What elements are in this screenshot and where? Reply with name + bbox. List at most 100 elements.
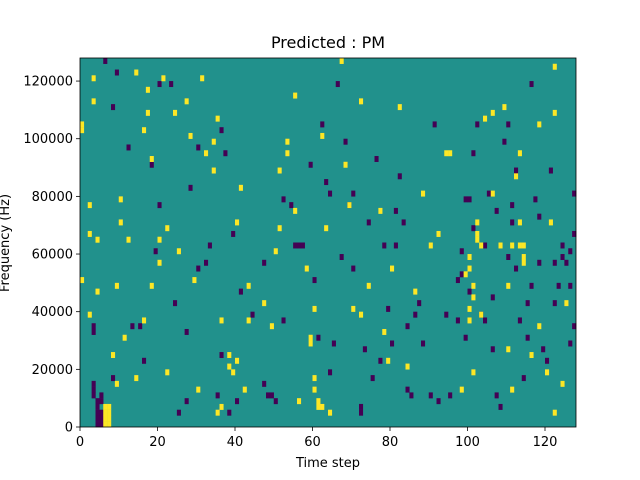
heatmap-cell-low [459,271,464,278]
heatmap-cell-high [103,409,108,416]
heatmap-cell-high [521,259,526,266]
heatmap-cell-low [331,340,336,347]
heatmap-cell-low [393,207,398,214]
heatmap-cell-low [176,409,181,416]
heatmap-cell-high [157,259,162,266]
y-axis-ticks: 0 20000 40000 60000 80000 100000 120000 [23,75,80,436]
heatmap-cell-low [405,386,410,393]
heatmap-cell-high [548,219,553,226]
heatmap-cell-high [312,386,317,393]
heatmap-cell-low [556,282,561,289]
heatmap-cell-low [506,121,511,128]
heatmap-cell-high [537,121,542,128]
heatmap-cell-high [107,415,112,422]
heatmap-cell-low [405,323,410,330]
heatmap-cell-low [111,104,116,111]
heatmap-cell-high [107,421,112,428]
y-tick-label: 80000 [32,190,73,205]
heatmap-cell-high [246,317,251,324]
heatmap-cell-high [176,248,181,255]
heatmap-cell-high [351,305,356,312]
heatmap-cell-low [95,421,100,428]
heatmap-cell-high [498,242,503,249]
heatmap-cell-high [262,300,267,307]
x-tick-label: 40 [227,435,244,450]
heatmap-cell-low [91,392,96,399]
heatmap-cell-high [114,380,119,387]
heatmap-cell-low [184,328,189,335]
heatmap-cell-high [390,265,395,272]
heatmap-cell-high [219,317,224,324]
heatmap-cell-high [91,98,96,105]
heatmap-cell-low [293,242,298,249]
heatmap-cell-low [149,161,154,168]
heatmap-cell-low [514,265,519,272]
heatmap-cell-high [517,242,522,249]
heatmap-cell-high [436,230,441,237]
heatmap-cell-high [238,184,243,191]
heatmap-cell-low [126,144,131,151]
heatmap-cell-low [552,300,557,307]
heatmap-cell-low [467,288,472,295]
heatmap-cell-low [99,392,104,399]
heatmap-cell-high [320,403,325,410]
heatmap-cell-high [235,357,240,364]
heatmap-cell-low [351,265,356,272]
heatmap-cell-low [409,392,414,399]
heatmap-cell-low [196,265,201,272]
heatmap-cell-high [467,317,472,324]
heatmap-cell-low [510,202,515,209]
heatmap-cell-high [475,230,480,237]
heatmap-cell-low [486,190,491,197]
heatmap-cell-low [459,248,464,255]
heatmap-cell-high [142,127,147,134]
heatmap-cell-high [277,225,282,232]
heatmap-cell-high [149,156,154,162]
heatmap-cell-low [483,242,488,249]
heatmap-cell-high [242,386,247,393]
heatmap-cell-low [231,230,236,237]
heatmap-cell-high [192,277,197,284]
heatmap-cell-low [312,277,317,284]
heatmap-cell-high [339,58,344,64]
heatmap-cell-high [475,236,480,243]
heatmap-cell-low [568,248,573,255]
heatmap-cell-low [188,184,193,191]
heatmap-cell-low [351,190,356,197]
heatmap-cell-high [107,409,112,416]
heatmap-cell-low [328,190,333,197]
heatmap-cell-low [560,254,565,260]
heatmap-cell-low [269,392,274,399]
x-tick-label: 80 [382,435,399,450]
heatmap-cell-low [529,282,534,289]
heatmap-cell-low [455,277,460,284]
heatmap-cell-low [413,311,418,318]
heatmap-cell-low [99,409,104,416]
heatmap-cell-low [297,242,302,249]
heatmap-cell-high [184,98,189,105]
heatmap-cell-low [455,317,460,324]
heatmap-cell-high [145,109,150,116]
heatmap-cell-low [262,380,267,387]
heatmap-cell-low [525,300,530,307]
heatmap-cell-low [103,58,108,64]
heatmap-cell-high [149,282,154,289]
heatmap-cell-high [343,161,348,168]
x-axis-label: Time step [295,456,360,471]
heatmap-cell-high [80,277,85,284]
heatmap-cell-high [552,109,557,116]
heatmap-cell-low [95,415,100,422]
heatmap-cell-high [324,225,329,232]
heatmap-cell-low [250,311,255,318]
heatmap-cell-low [366,219,371,226]
heatmap-cell-low [169,81,174,88]
heatmap-cell-low [490,294,495,301]
heatmap-cell-high [231,369,236,376]
heatmap-cell-high [328,409,333,416]
heatmap-cell-high [126,236,131,243]
heatmap-cell-high [514,173,519,180]
heatmap-cell-low [324,179,329,186]
heatmap-cell-low [227,409,232,416]
heatmap-cell-high [308,334,313,341]
heatmap-cell-high [134,69,139,76]
